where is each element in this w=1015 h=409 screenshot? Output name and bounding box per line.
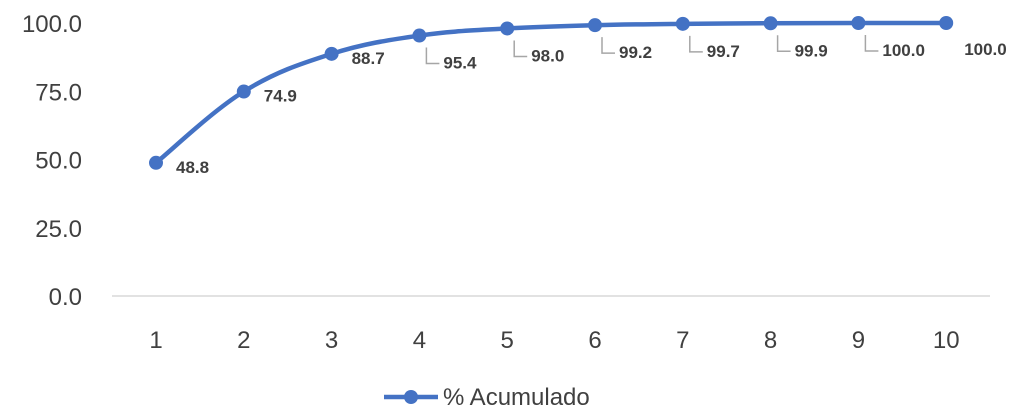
- leader-line: [864, 35, 879, 52]
- data-point: [851, 16, 866, 30]
- data-point: [939, 16, 954, 30]
- data-label: 95.4: [443, 54, 477, 73]
- data-label: 100.0: [964, 40, 1007, 59]
- data-points: [149, 16, 954, 170]
- x-tick-label: 2: [237, 327, 250, 354]
- data-label: 88.7: [352, 49, 385, 68]
- data-labels: 48.8 74.9 88.7 95.4 98.0 99.2 99.7 99.9 100.0 100…: [176, 40, 1007, 177]
- leader-line: [601, 37, 615, 54]
- data-point: [675, 16, 690, 31]
- x-tick-label: 1: [149, 327, 162, 354]
- x-tick-label: 6: [588, 327, 601, 354]
- x-axis-labels: 1 2 3 4 5 6 7 8 9 10: [149, 327, 959, 354]
- leader-lines: [425, 35, 879, 65]
- x-tick-label: 10: [933, 327, 960, 354]
- series-line: [153, 20, 949, 166]
- data-point: [763, 16, 778, 31]
- data-point: [324, 46, 339, 61]
- data-label: 100.0: [882, 41, 925, 60]
- x-tick-label: 5: [501, 327, 514, 354]
- data-label: 74.9: [264, 87, 297, 106]
- y-tick-label: 75.0: [35, 79, 82, 106]
- y-tick-label: 25.0: [35, 216, 82, 243]
- data-label: 99.9: [795, 41, 828, 60]
- data-point: [412, 28, 427, 43]
- data-point: [236, 84, 251, 99]
- data-label: 99.7: [707, 42, 740, 61]
- data-label: 98.0: [531, 46, 564, 65]
- leader-line: [689, 35, 703, 53]
- y-tick-label: 0.0: [49, 284, 82, 311]
- data-point: [149, 155, 163, 170]
- y-axis-labels: 0.0 25.0 50.0 75.0 100.0: [22, 11, 82, 311]
- data-point: [500, 21, 515, 36]
- x-tick-label: 8: [764, 327, 777, 354]
- data-label: 48.8: [176, 158, 209, 177]
- x-tick-label: 9: [852, 327, 865, 354]
- x-tick-label: 7: [676, 327, 689, 354]
- data-label: 99.2: [619, 43, 652, 62]
- legend-point-marker: [404, 390, 418, 404]
- leader-line: [776, 35, 791, 53]
- leader-line: [425, 47, 440, 65]
- leader-line: [513, 40, 528, 58]
- legend: % Acumulado: [384, 384, 590, 409]
- y-tick-label: 100.0: [22, 11, 82, 38]
- x-tick-label: 4: [413, 327, 426, 354]
- x-tick-label: 3: [325, 327, 338, 354]
- legend-label: % Acumulado: [443, 384, 590, 409]
- data-point: [588, 18, 602, 33]
- y-tick-label: 50.0: [35, 148, 82, 175]
